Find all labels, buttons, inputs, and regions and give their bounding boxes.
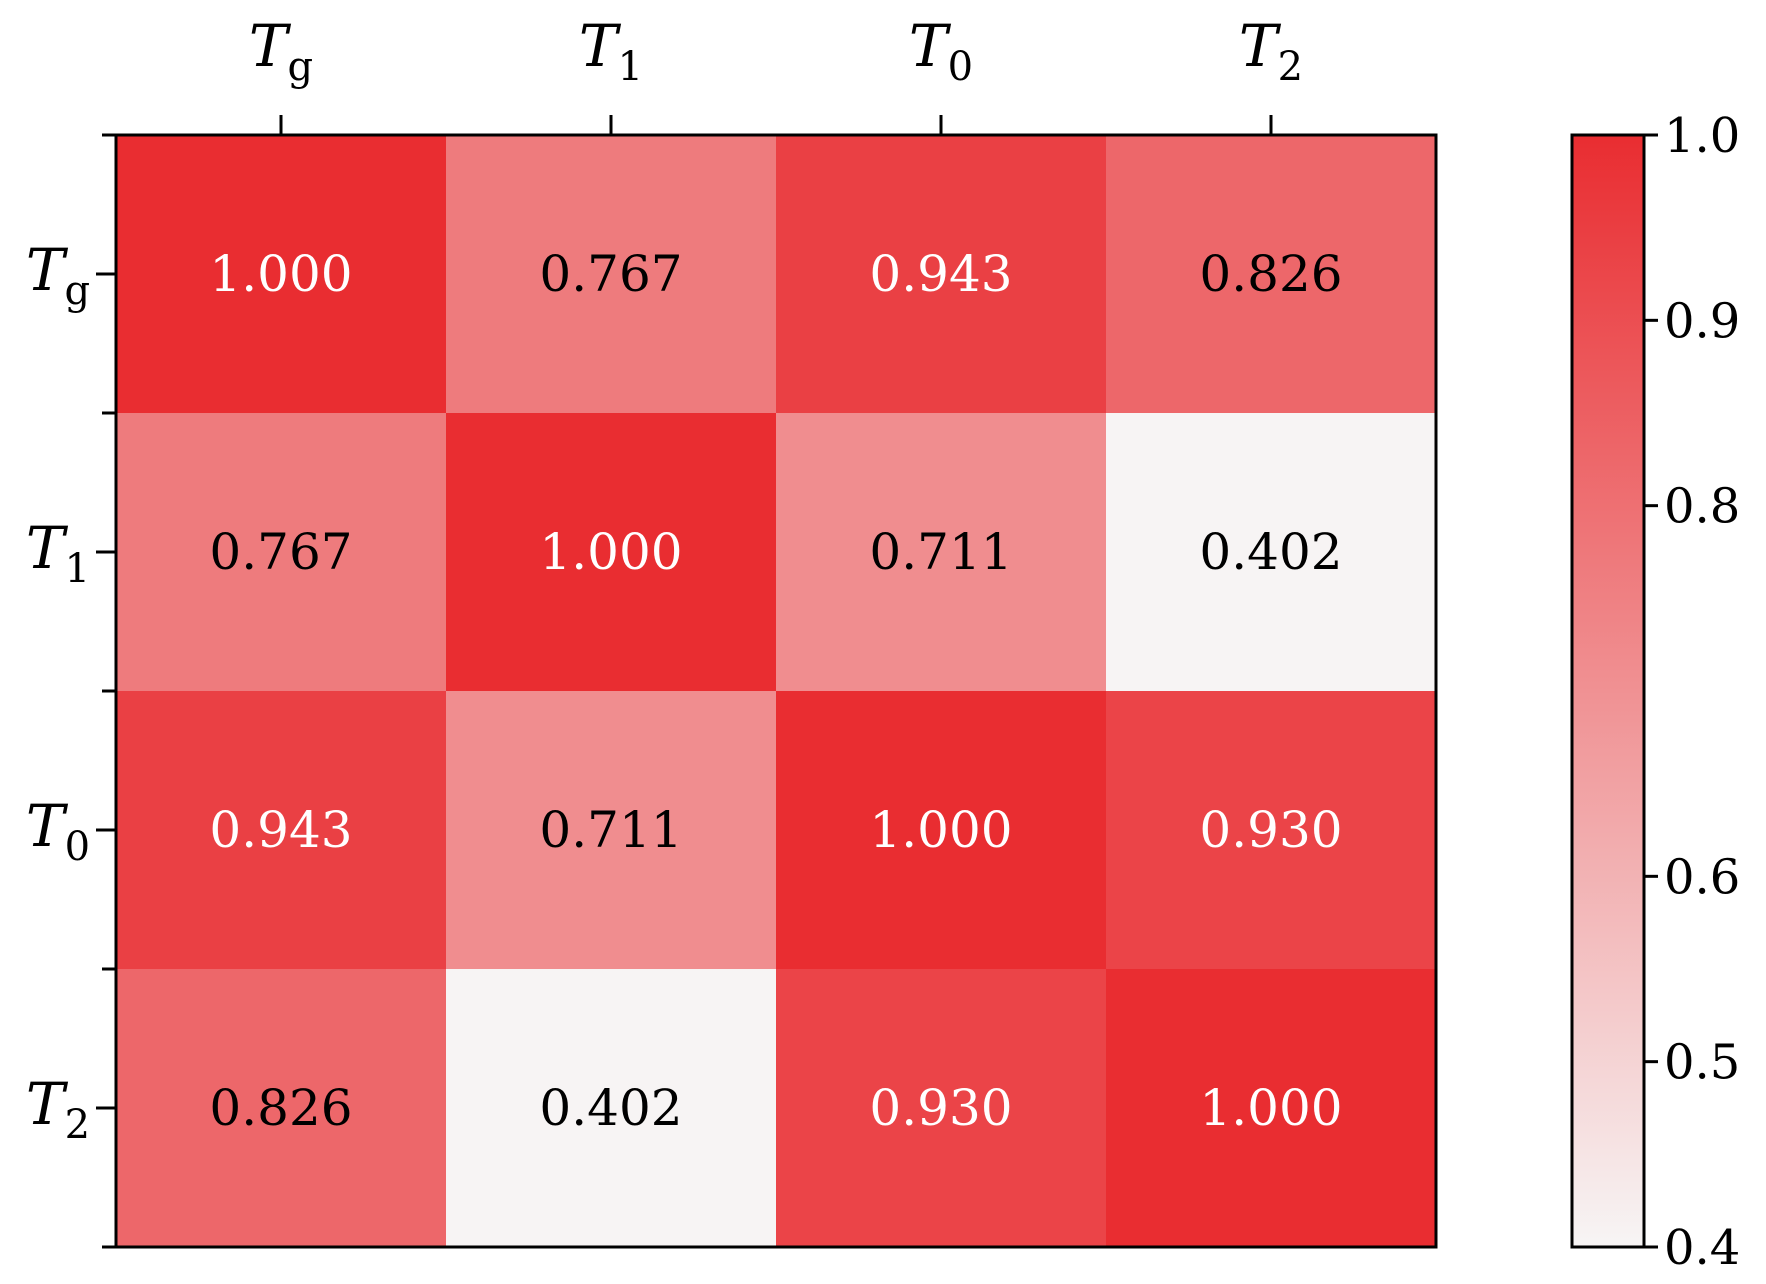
heatmap-cell [1106, 691, 1437, 970]
heatmap-cell [776, 413, 1107, 692]
heatmap-cell [1106, 413, 1437, 692]
heatmap-cell [1106, 135, 1437, 414]
colorbar-gradient [1570, 133, 1646, 1249]
x-tick-label: T1 [579, 12, 643, 90]
heatmap-cell [116, 691, 447, 970]
cell-value-label: 0.402 [539, 1079, 682, 1137]
colorbar-tick-label: 0.5 [1664, 1035, 1740, 1091]
y-tick-label: T2 [26, 1070, 90, 1148]
cell-value-label: 1.000 [869, 801, 1012, 859]
heatmap-cell [776, 969, 1107, 1248]
heatmap-cell [776, 691, 1107, 970]
cell-value-label: 0.943 [869, 245, 1012, 303]
colorbar-tick-label: 0.4 [1664, 1220, 1740, 1276]
heatmap-cell [446, 691, 777, 970]
cell-value-label: 0.711 [539, 801, 682, 859]
cell-value-label: 0.826 [209, 1079, 352, 1137]
heatmap-cell [1106, 969, 1437, 1248]
colorbar-tick-label: 0.9 [1664, 293, 1740, 349]
y-tick-label: T1 [26, 514, 90, 592]
heatmap-cell [116, 413, 447, 692]
cell-value-label: 1.000 [1199, 1079, 1342, 1137]
heatmap-cell [446, 135, 777, 414]
colorbar-tick-label: 0.6 [1664, 849, 1740, 905]
x-tick-label: Tg [249, 12, 313, 90]
cell-value-label: 0.767 [209, 523, 352, 581]
cell-value-label: 0.943 [209, 801, 352, 859]
cell-value-label: 1.000 [539, 523, 682, 581]
heatmap-cell [116, 135, 447, 414]
cell-value-label: 0.930 [869, 1079, 1012, 1137]
colorbar: 0.4 0.5 0.6 0.8 0.9 1.0 [1570, 108, 1740, 1276]
heatmap-cell [116, 969, 447, 1248]
heatmap-cell [446, 969, 777, 1248]
cell-value-label: 0.930 [1199, 801, 1342, 859]
heatmap-cell [446, 413, 777, 692]
heatmap-cell [776, 135, 1107, 414]
cell-value-label: 0.711 [869, 523, 1012, 581]
cell-value-label: 0.826 [1199, 245, 1342, 303]
y-tick-label: Tg [26, 236, 90, 314]
heatmap-cells [116, 135, 1437, 1248]
cell-value-label: 0.402 [1199, 523, 1342, 581]
cell-value-label: 1.000 [209, 245, 352, 303]
cell-value-label: 0.767 [539, 245, 682, 303]
heatmap-value-labels: 1.000 0.767 0.943 0.826 0.767 1.000 0.711 0.402… [209, 245, 1342, 1137]
y-tick-label: T0 [26, 792, 90, 870]
y-axis-left: Tg T1 T0 T2 [26, 133, 116, 1249]
x-tick-label: T0 [909, 12, 973, 90]
colorbar-tick-label: 0.8 [1664, 479, 1740, 535]
x-axis-top: Tg T1 T0 T2 [249, 12, 1303, 135]
colorbar-tick-label: 1.0 [1664, 108, 1740, 164]
x-tick-label: T2 [1239, 12, 1303, 90]
